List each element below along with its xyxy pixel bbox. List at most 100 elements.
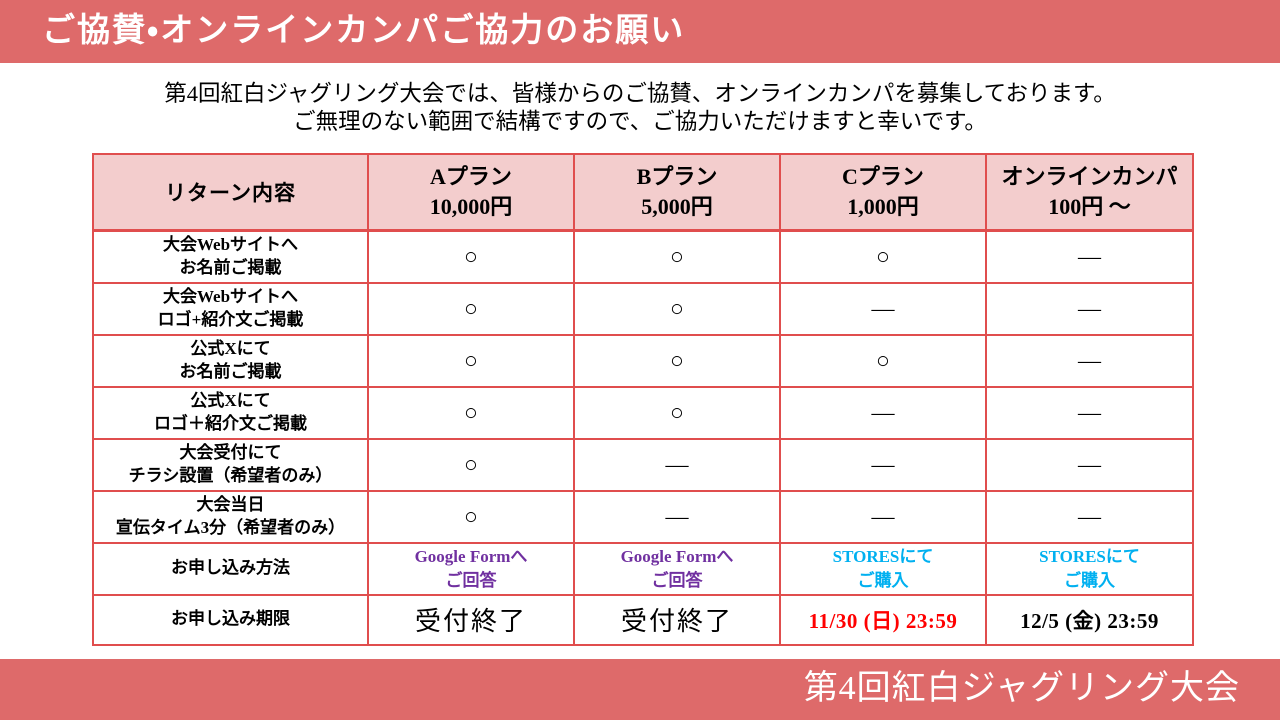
method-cell-line: Google Formへ xyxy=(620,546,734,566)
pricing-table: リターン内容 Aプラン 10,000円 Bプラン 5,000円 Cプラン 1,000円 オンラ… xyxy=(92,153,1194,646)
method-cell-line: ご購入 xyxy=(1064,570,1115,590)
mark-cell: ○ xyxy=(367,489,575,544)
mark-cell: — xyxy=(985,385,1194,440)
return-label-cell: お申し込み期限 xyxy=(92,593,369,646)
method-cell: STORESにて ご購入 xyxy=(779,541,987,596)
method-cell: STORESにて ご購入 xyxy=(985,541,1194,596)
deadline-cell: 受付終了 xyxy=(573,593,781,646)
deadline-cell-line: 受付終了 xyxy=(414,607,527,636)
deadline-cell: 11/30 (日) 23:59 xyxy=(779,593,987,646)
deadline-cell: 受付終了 xyxy=(367,593,575,646)
mark-cell: ○ xyxy=(367,385,575,440)
mark-cell: ○ xyxy=(367,437,575,492)
header-plan-4: オンラインカンパ 100円 ～ xyxy=(985,153,1194,232)
header-plan-2: Bプラン 5,000円 xyxy=(573,153,781,232)
mark-cell: — xyxy=(779,437,987,492)
mark-cell: ○ xyxy=(367,281,575,336)
header-return-label: リターン内容 xyxy=(92,153,369,232)
plan-price: 5,000円 xyxy=(641,194,713,219)
method-cell-line: Google Formへ xyxy=(414,546,528,566)
footer-banner: 第4回紅白ジャグリング大会 xyxy=(0,659,1280,720)
mark-cell-line: ○ xyxy=(876,243,890,269)
mark-cell-line: — xyxy=(1078,347,1101,373)
return-label-cell: お申し込み方法 xyxy=(92,541,369,596)
return-label-line: 大会Webサイトへ xyxy=(162,286,299,306)
plan-price: 100円 ～ xyxy=(1048,194,1131,219)
mark-cell-line: ○ xyxy=(464,451,478,477)
mark-cell: — xyxy=(779,281,987,336)
mark-cell-line: — xyxy=(665,503,689,529)
plan-name: Bプラン xyxy=(636,164,718,190)
table-row: 公式Xにて お名前ご掲載 ○ ○ ○ — xyxy=(92,333,1194,388)
page-title: ご協賛・オンラインカンパご協力のお願い xyxy=(42,13,686,49)
return-label-line: お名前ご掲載 xyxy=(179,257,282,277)
intro-line-2: ご無理のない範囲で結構ですので、ご協力いただけますと幸いです。 xyxy=(293,109,987,134)
return-label-line: 公式Xにて xyxy=(190,390,271,410)
return-label-line: 大会受付にて xyxy=(179,442,282,462)
mark-cell-line: ○ xyxy=(464,295,478,321)
return-label-line: 大会Webサイトへ xyxy=(162,234,299,254)
mark-cell-line: ○ xyxy=(876,347,890,373)
plan-name: Aプラン xyxy=(430,164,512,190)
mark-cell: ○ xyxy=(573,281,781,336)
table-row: 大会Webサイトへ ロゴ+紹介文ご掲載 ○ ○ — — xyxy=(92,281,1194,336)
deadline-cell-line: 受付終了 xyxy=(620,607,733,636)
mark-cell-line: ○ xyxy=(464,243,478,269)
mark-cell-line: — xyxy=(871,451,895,477)
mark-cell: ○ xyxy=(779,333,987,388)
mark-cell-line: ○ xyxy=(464,503,478,529)
return-label-cell: 大会Webサイトへ ロゴ+紹介文ご掲載 xyxy=(92,281,369,336)
mark-cell-line: — xyxy=(1078,243,1101,269)
mark-cell-line: — xyxy=(1078,451,1101,477)
mark-cell-line: ○ xyxy=(670,399,684,425)
mark-cell: — xyxy=(985,229,1194,284)
intro-text: 第4回紅白ジャグリング大会では、皆様からのご協賛、オンラインカンパを募集しており… xyxy=(0,80,1280,136)
mark-cell-line: — xyxy=(871,295,895,321)
return-label-cell: 大会当日宣伝タイム3分（希望者のみ） xyxy=(92,489,369,544)
table-body: 大会Webサイトへ お名前ご掲載 ○ ○ ○ — 大会Webサイトへ ロゴ+紹介文ご掲載 ○ ○ —… xyxy=(92,229,1194,646)
deadline-cell-line: 11/30 (日) 23:59 xyxy=(808,608,958,633)
plan-price: 10,000円 xyxy=(429,194,513,219)
mark-cell: ○ xyxy=(367,333,575,388)
method-cell-line: ご購入 xyxy=(857,570,909,590)
footer-title: 第4回紅白ジャグリング大会 xyxy=(803,670,1240,707)
table-row: 公式Xにてロゴ＋紹介文ご掲載 ○ ○ — — xyxy=(92,385,1194,440)
table-row: 大会Webサイトへ お名前ご掲載 ○ ○ ○ — xyxy=(92,229,1194,284)
mark-cell: — xyxy=(779,385,987,440)
deadline-cell-line: 12/5 (金) 23:59 xyxy=(1020,608,1159,633)
mark-cell-line: — xyxy=(871,399,895,425)
mark-cell-line: ○ xyxy=(464,399,478,425)
return-label-cell: 大会Webサイトへ お名前ご掲載 xyxy=(92,229,369,284)
method-cell-line: STORESにて xyxy=(832,546,934,566)
return-label-line: 公式Xにて xyxy=(190,338,271,358)
return-label-line: ロゴ＋紹介文ご掲載 xyxy=(154,413,307,433)
mark-cell-line: — xyxy=(1078,295,1101,321)
mark-cell: ○ xyxy=(573,333,781,388)
mark-cell: — xyxy=(985,281,1194,336)
mark-cell-line: — xyxy=(1078,503,1101,529)
return-label-line: お名前ご掲載 xyxy=(179,361,282,381)
mark-cell-line: — xyxy=(1078,399,1101,425)
intro-line-1: 第4回紅白ジャグリング大会では、皆様からのご協賛、オンラインカンパを募集しており… xyxy=(164,81,1116,106)
mark-cell: — xyxy=(573,437,781,492)
mark-cell-line: — xyxy=(871,503,895,529)
table-row: 大会当日宣伝タイム3分（希望者のみ） ○ — — — xyxy=(92,489,1194,544)
return-label-line: 宣伝タイム3分（希望者のみ） xyxy=(115,517,346,537)
table-header: リターン内容 Aプラン 10,000円 Bプラン 5,000円 Cプラン 1,000円 オンラ… xyxy=(92,153,1194,232)
mark-cell: ○ xyxy=(779,229,987,284)
return-label-line: 大会当日 xyxy=(196,494,265,514)
method-cell-line: ご回答 xyxy=(651,570,703,590)
method-cell-line: ご回答 xyxy=(445,570,497,590)
table-row: お申し込み期限 受付終了 受付終了 11/30 (日) 23:59 12/5 (金) 2… xyxy=(92,593,1194,646)
plan-name: オンラインカンパ xyxy=(1001,164,1178,190)
table-header-row: リターン内容 Aプラン 10,000円 Bプラン 5,000円 Cプラン 1,000円 オンラ… xyxy=(92,153,1194,232)
return-label-line: お申し込み期限 xyxy=(171,609,290,629)
title-banner: ご協賛・オンラインカンパご協力のお願い xyxy=(0,0,1280,63)
mark-cell: ○ xyxy=(573,385,781,440)
method-cell-line: STORESにて xyxy=(1039,546,1140,566)
return-label-cell: 公式Xにてロゴ＋紹介文ご掲載 xyxy=(92,385,369,440)
mark-cell: — xyxy=(573,489,781,544)
return-label-line: チラシ設置（希望者のみ） xyxy=(128,465,333,485)
table-row: お申し込み方法 Google Formへ ご回答 Google Formへ ご回答 STO… xyxy=(92,541,1194,596)
